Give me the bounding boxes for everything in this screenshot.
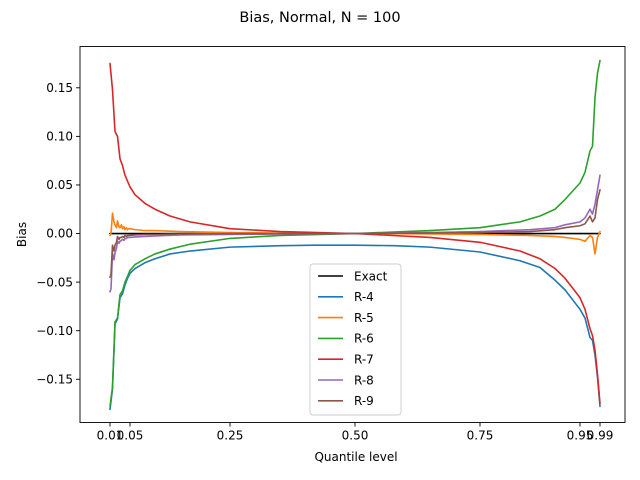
x-tick-label: 0.99 [587,429,614,443]
y-tick-label: 0.15 [46,81,73,95]
x-tick-label: 0.75 [467,429,494,443]
y-tick-label: −0.10 [36,324,73,338]
y-tick-label: −0.15 [36,372,73,386]
series-line-r-7 [109,62,601,405]
legend-box [309,263,402,416]
series-line-r-9 [109,189,601,279]
x-tick-label: 0.25 [217,429,244,443]
series-layer [109,59,601,411]
x-tick-label: 0.01 [97,429,124,443]
y-axis: 0.15 0.10 0.05 0.00 −0.05 −0.10 −0.15 [36,81,80,386]
y-tick-label: 0.10 [46,130,73,144]
legend-label-r-4: R-4 [354,290,374,304]
legend-label-r-6: R-6 [354,332,374,346]
x-axis: 0.010.05 0.25 0.50 0.75 0.950.99 [97,422,614,443]
x-tick-label: 0.95 [567,429,594,443]
legend-items: Exact R-4 R-5 R-6 R-7 R-8 R-9 [318,269,388,408]
legend-label-r-7: R-7 [354,353,374,367]
series-line-r-4 [109,244,601,411]
y-tick-label: 0.05 [46,178,73,192]
legend-label-r-8: R-8 [354,373,374,387]
x-axis-label: Quantile level [314,450,397,464]
y-tick-label: 0.00 [46,227,73,241]
series-line-r-5 [109,212,601,255]
legend-label-r-5: R-5 [354,311,374,325]
legend: Exact R-4 R-5 R-6 R-7 R-8 R-9 [309,263,402,416]
y-axis-label: Bias [15,222,29,247]
series-line-r-8 [109,174,601,293]
y-tick-label: −0.05 [36,275,73,289]
legend-label-exact: Exact [354,269,388,283]
series-line-r-6 [109,59,601,408]
legend-label-r-9: R-9 [354,394,374,408]
plot-frame [79,46,626,423]
x-tick-label: 0.50 [342,429,369,443]
chart-title: Bias, Normal, N = 100 [239,10,400,26]
x-tick-label: 0.05 [117,429,144,443]
